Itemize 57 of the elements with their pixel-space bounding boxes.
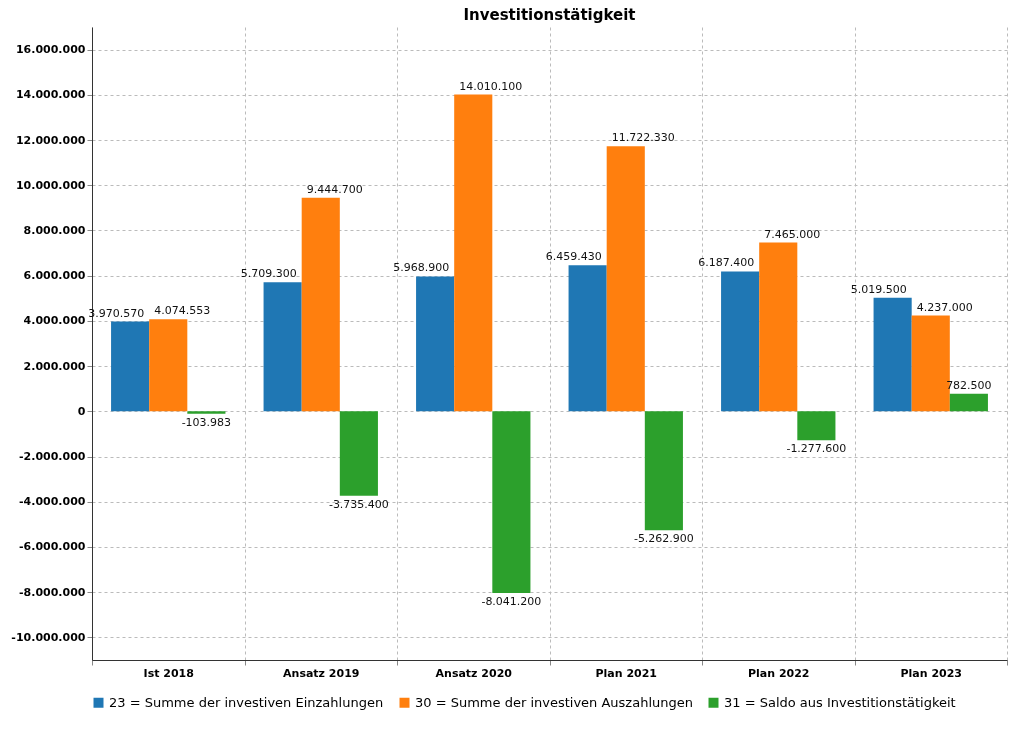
bar [873, 297, 912, 412]
data-label: 6.187.400 [698, 256, 755, 270]
data-label: 5.019.500 [850, 282, 907, 296]
bar [721, 271, 760, 412]
y-tick-label: -4.000.000 [19, 495, 86, 509]
chart-title: Investitionstätigkeit [463, 6, 636, 24]
y-tick-label: -8.000.000 [19, 585, 86, 599]
y-tick-label: 14.000.000 [15, 88, 86, 102]
bar [339, 411, 378, 496]
bar [644, 411, 683, 531]
data-label: 6.459.430 [545, 250, 602, 264]
x-tick-label: Plan 2023 [900, 666, 963, 680]
y-tick-label: -10.000.000 [11, 630, 86, 644]
y-tick-label: 2.000.000 [23, 359, 86, 373]
y-tick-label: -2.000.000 [19, 450, 86, 464]
y-tick-label: 6.000.000 [23, 269, 86, 283]
y-tick-label: 0 [77, 404, 86, 418]
bar [301, 197, 340, 412]
y-tick-label: -6.000.000 [19, 540, 86, 554]
x-tick-label: Ansatz 2020 [435, 666, 513, 680]
bar [263, 282, 302, 412]
y-tick-label: 16.000.000 [15, 43, 86, 57]
data-label: 14.010.100 [459, 79, 523, 93]
bar [111, 321, 150, 412]
data-label: -103.983 [181, 415, 232, 429]
data-label: 9.444.700 [306, 182, 363, 196]
legend-label: 31 = Saldo aus Investitionstätigkeit [724, 694, 956, 710]
bar [492, 411, 531, 594]
bar [454, 94, 493, 412]
y-tick-label: 8.000.000 [23, 223, 86, 237]
y-tick-label: 12.000.000 [15, 133, 86, 147]
data-label: 4.074.553 [154, 304, 211, 318]
data-label: 5.968.900 [393, 261, 450, 275]
x-tick-label: Ist 2018 [143, 666, 194, 680]
data-label: -3.735.400 [328, 497, 389, 511]
x-tick-label: Plan 2021 [595, 666, 658, 680]
data-label: 7.465.000 [764, 227, 821, 241]
bar [149, 319, 188, 412]
y-tick-label: 10.000.000 [15, 178, 86, 192]
data-label: 4.237.000 [916, 300, 973, 314]
data-label: -8.041.200 [481, 595, 542, 609]
bar [949, 393, 988, 412]
data-label: -5.262.900 [633, 532, 694, 546]
x-tick-label: Plan 2022 [747, 666, 810, 680]
data-label: 11.722.330 [611, 131, 675, 145]
bar [568, 265, 607, 412]
legend-label: 30 = Summe der investiven Auszahlungen [415, 694, 693, 710]
bar [797, 411, 836, 441]
data-label: 5.709.300 [240, 267, 297, 281]
data-label: -1.277.600 [786, 442, 847, 456]
bar [416, 276, 455, 412]
x-tick-label: Ansatz 2019 [283, 666, 360, 680]
bar [759, 242, 798, 412]
y-tick-label: 4.000.000 [23, 314, 86, 328]
bar [606, 146, 645, 412]
bar [187, 411, 226, 414]
legend-label: 23 = Summe der investiven Einzahlungen [109, 694, 384, 710]
